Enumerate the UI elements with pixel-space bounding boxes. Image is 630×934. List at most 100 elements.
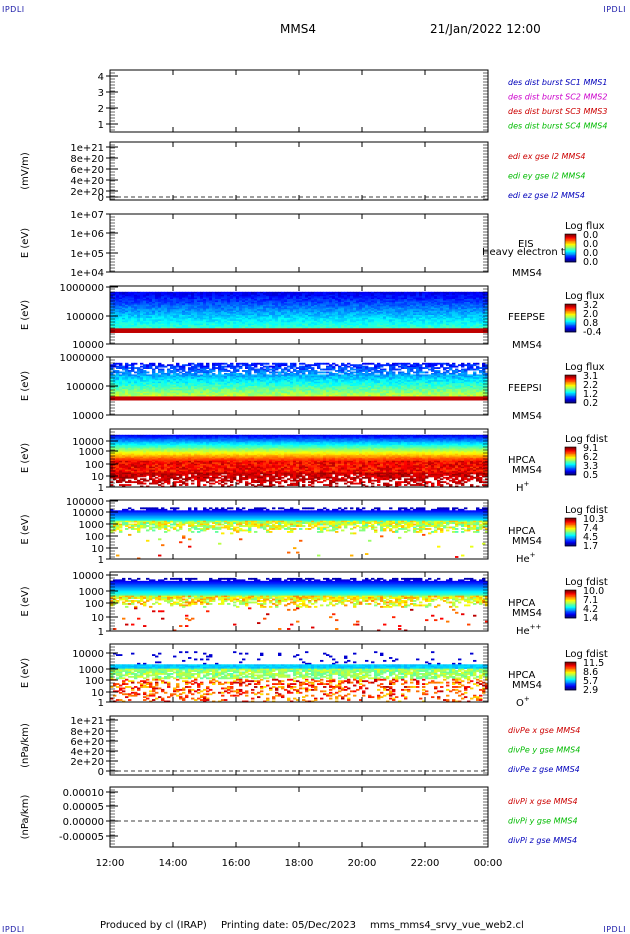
- heatmap-feepsi: [110, 363, 488, 401]
- ylabel: E (eV): [20, 371, 31, 401]
- panel-frame: [110, 70, 488, 132]
- legend-label: des dist burst SC4 MMS4: [508, 122, 607, 131]
- ytick-label: 1e+21: [70, 716, 104, 727]
- colorbar-tick-label: 1.4: [583, 613, 598, 624]
- overlay-label: Heavy electron to: [482, 247, 571, 258]
- colorbar-tick-label: 1.7: [583, 541, 598, 552]
- ylabel: E (eV): [20, 514, 31, 544]
- xtick-label: 18:00: [285, 858, 314, 869]
- ytick-label: 1000: [79, 520, 104, 531]
- ytick-label: 1: [98, 483, 104, 494]
- ylabel: (mV/m): [20, 152, 31, 190]
- ytick-label: 1e+21: [70, 143, 104, 154]
- legend-label: divPe y gse MMS4: [508, 746, 580, 755]
- ion-label: He++: [516, 623, 542, 637]
- ytick-label: 10: [91, 613, 104, 624]
- ylabel: (nPa/km): [20, 795, 31, 840]
- legend-label: edi ex gse l2 MMS4: [508, 152, 586, 161]
- ytick-label: 0: [98, 193, 104, 204]
- ytick-label: 1e+04: [70, 268, 104, 279]
- panel-frame: [110, 716, 488, 775]
- ion-label: O+: [516, 695, 530, 709]
- footer-printing-date: Printing date: 05/Dec/2023: [221, 920, 356, 931]
- legend-label: des dist burst SC3 MMS3: [508, 107, 607, 116]
- ytick-label: 1000: [79, 447, 104, 458]
- xtick-label: 20:00: [348, 858, 377, 869]
- heatmap-band: [110, 328, 488, 333]
- xtick-label: 16:00: [222, 858, 251, 869]
- ytick-label: 10000: [72, 508, 104, 519]
- ytick-label: 0.00005: [63, 802, 104, 813]
- ion-label: He+: [516, 551, 536, 565]
- ytick-label: 0.00000: [63, 817, 104, 828]
- instrument-label: FEEPSE: [508, 312, 545, 323]
- legend-label: divPi y gse MMS4: [508, 817, 578, 826]
- ylabel: E (eV): [20, 586, 31, 616]
- ylabel: E (eV): [20, 300, 31, 330]
- legend-label: edi ey gse l2 MMS4: [508, 172, 586, 181]
- ytick-label: 0: [98, 767, 104, 778]
- ytick-label: 10: [91, 472, 104, 483]
- heatmap-hpca-he: [110, 507, 488, 559]
- spacecraft-label: MMS4: [512, 465, 542, 476]
- ytick-label: 100: [85, 460, 104, 471]
- ytick-label: 1e+07: [70, 210, 104, 221]
- ytick-label: 100000: [66, 382, 104, 393]
- heatmap-hpca-hepp: [110, 578, 488, 632]
- spacecraft-label: MMS4: [512, 340, 542, 351]
- ytick-label: 1e+06: [70, 229, 104, 240]
- colorbar-tick-label: -0.4: [583, 327, 602, 338]
- panel-frame: [110, 142, 488, 200]
- legend-label: divPe z gse MMS4: [508, 765, 580, 774]
- ytick-label: 4: [98, 72, 104, 83]
- ytick-label: 100000: [66, 497, 104, 508]
- heatmap-hpca-o: [110, 651, 488, 702]
- colorbar-tick-label: 2.9: [583, 685, 598, 696]
- ytick-label: 1000: [79, 587, 104, 598]
- ytick-label: 1: [98, 698, 104, 709]
- spacecraft-label: MMS4: [512, 268, 542, 279]
- legend-label: edi ez gse l2 MMS4: [508, 191, 585, 200]
- colorbar-tick-label: 0.5: [583, 470, 598, 481]
- ylabel: E (eV): [20, 443, 31, 473]
- ylabel: E (eV): [20, 658, 31, 688]
- heatmap-band: [110, 396, 488, 400]
- ytick-label: 100000: [66, 312, 104, 323]
- xtick-label: 12:00: [96, 858, 125, 869]
- legend-label: divPe x gse MMS4: [508, 726, 580, 735]
- legend-label: divPi z gse MMS4: [508, 836, 577, 845]
- colorbar-tick-label: 0.0: [583, 257, 598, 268]
- footer-script-name: mms_mms4_srvy_vue_web2.cl: [370, 920, 524, 931]
- ytick-label: 100: [85, 676, 104, 687]
- ytick-label: 1000: [79, 665, 104, 676]
- xtick-label: 00:00: [474, 858, 503, 869]
- ytick-label: 10000: [72, 571, 104, 582]
- ytick-label: 1e+05: [70, 249, 104, 260]
- colorbar-tick-label: 0.2: [583, 398, 598, 409]
- ytick-label: 100: [85, 532, 104, 543]
- ytick-label: 10000: [72, 340, 104, 351]
- footer-produced: Produced by cl (IRAP): [100, 920, 207, 931]
- xtick-label: 14:00: [159, 858, 188, 869]
- panel-frame: [110, 214, 488, 272]
- panel-frame: [110, 787, 488, 847]
- ytick-label: 10000: [72, 411, 104, 422]
- legend-label: des dist burst SC2 MMS2: [508, 93, 607, 102]
- ion-label: H+: [516, 480, 530, 494]
